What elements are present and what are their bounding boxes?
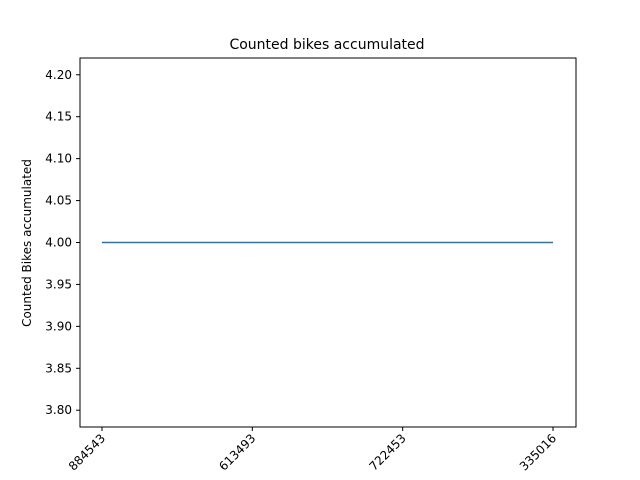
y-tick-label: 4.00 <box>45 236 72 250</box>
y-tick-label: 3.85 <box>45 361 72 375</box>
y-tick-label: 4.15 <box>45 110 72 124</box>
y-tick-label: 3.95 <box>45 277 72 291</box>
y-axis: 3.80 3.85 3.90 3.95 4.00 4.05 4.10 4.15 4.20 <box>45 68 80 417</box>
y-tick-label: 3.90 <box>45 319 72 333</box>
y-axis-label: Counted Bikes accumulated <box>20 159 34 327</box>
y-tick-label: 4.10 <box>45 152 72 166</box>
y-tick-label: 4.20 <box>45 68 72 82</box>
plot-frame <box>79 57 577 428</box>
chart-title: Counted bikes accumulated <box>229 37 424 53</box>
y-tick-label: 4.05 <box>45 194 72 208</box>
y-tick-label: 3.80 <box>45 403 72 417</box>
